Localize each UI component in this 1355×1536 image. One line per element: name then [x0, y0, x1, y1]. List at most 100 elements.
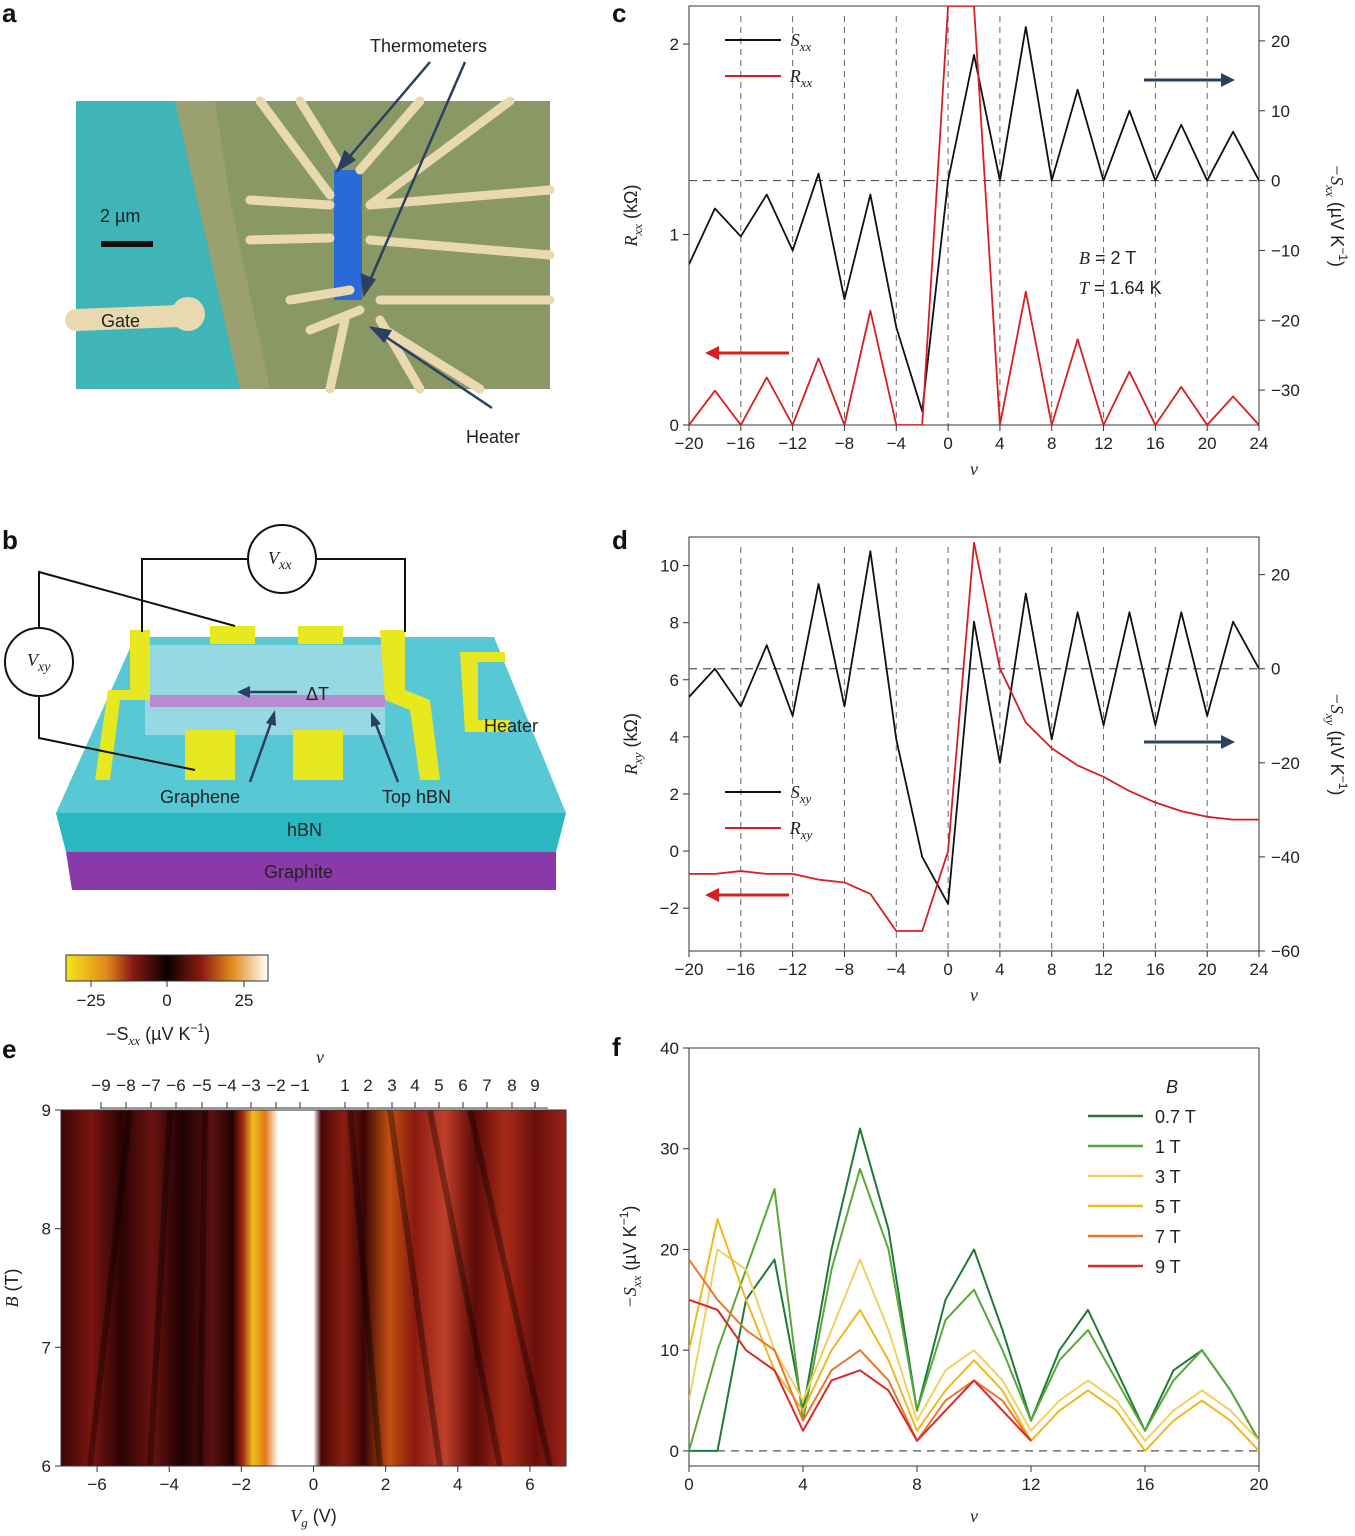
x-axis-label: ν [970, 459, 978, 479]
top-tick-label: −6 [166, 1076, 185, 1095]
legend-title: B [1166, 1077, 1178, 1097]
heatmap-e [60, 1109, 567, 1467]
colorbar-ticks [90, 981, 245, 987]
y-right-tick-label: 20 [1271, 566, 1290, 585]
x-tick-label: 20 [1250, 1475, 1269, 1494]
chart-c: −20 −16 −12 −8 −4 0 4 8 12 16 20 24012−30−20−100102… [621, 5, 1350, 479]
x-tick-label: 8 [1047, 434, 1056, 453]
left-axis-arrowhead [705, 346, 719, 360]
y-tick-label: 20 [660, 1240, 679, 1259]
y-left-tick-label: 1 [670, 226, 679, 245]
y-tick-label: 30 [660, 1140, 679, 1159]
x-tick-label: 12 [1094, 434, 1113, 453]
x-tick-label: −20 [675, 960, 704, 979]
x-tick-label: 0 [943, 434, 952, 453]
top-tick-label: −1 [290, 1076, 309, 1095]
panel-label-c: c [612, 0, 626, 28]
x-tick-label: −20 [675, 434, 704, 453]
annotation: T = 1.64 K [1079, 278, 1162, 298]
legend-label: Sxy [791, 782, 812, 806]
x-tick-label: 12 [1022, 1475, 1041, 1494]
pointer-arrows-a [335, 61, 493, 410]
plot-frame [688, 5, 1260, 426]
y-tick-label: 7 [42, 1338, 51, 1357]
scale-bar [101, 241, 153, 247]
top-tick-label: −5 [192, 1076, 211, 1095]
legend-label: Rxy [789, 818, 813, 842]
top-tick-label: 7 [482, 1076, 491, 1095]
thermometers-label: Thermometers [370, 36, 487, 56]
x-tick-label: −8 [835, 960, 854, 979]
series-line-1-T [689, 1167, 1259, 1452]
top-tick-label: 6 [458, 1076, 467, 1095]
x-tick-label: 24 [1250, 960, 1269, 979]
legend-label: 7 T [1155, 1227, 1181, 1247]
top-tick-label: 5 [434, 1076, 443, 1095]
y-right-tick-label: −20 [1271, 754, 1300, 773]
legend-label: 0.7 T [1155, 1107, 1196, 1127]
colorbar-label: −Sxx (µV K−1) [106, 1021, 210, 1048]
plot-frame [688, 1047, 1260, 1467]
series-line-9-T [689, 1298, 1032, 1442]
legend-label: 9 T [1155, 1257, 1181, 1277]
series-line-5-T [689, 1218, 1259, 1452]
x-tick-label: 6 [525, 1475, 534, 1494]
x-tick-label: −6 [87, 1475, 106, 1494]
x-axis-label: Vg (V) [290, 1506, 337, 1530]
top-tick-label: 4 [410, 1076, 419, 1095]
x-tick-label: 4 [995, 960, 1004, 979]
right-axis-arrowhead [1221, 73, 1235, 87]
chart-d: −20 −16 −12 −8 −4 0 4 8 12 16 20 24−20246810−60−40−… [621, 536, 1350, 1005]
y-tick-label: 9 [42, 1101, 51, 1120]
legend-label: 3 T [1155, 1167, 1181, 1187]
x-tick-label: 4 [995, 434, 1004, 453]
gate-label: Gate [101, 311, 140, 331]
x-tick-label: 12 [1094, 960, 1113, 979]
y-left-tick-label: 0 [670, 842, 679, 861]
top-tick-label: −2 [266, 1076, 285, 1095]
x-tick-label: 0 [309, 1475, 318, 1494]
scale-bar-label: 2 µm [100, 206, 140, 226]
series-line-rxy [689, 541, 1259, 932]
y-right-tick-label: 0 [1271, 660, 1280, 679]
y-right-tick-label: −60 [1271, 942, 1300, 961]
y-left-tick-label: 10 [660, 557, 679, 576]
axis-arrows [705, 735, 1235, 902]
top-tick-label: −7 [141, 1076, 160, 1095]
y-tick-label: 10 [660, 1341, 679, 1360]
left-axis-arrowhead [705, 888, 719, 902]
top-tick-label: −3 [241, 1076, 260, 1095]
hbn-label: hBN [287, 820, 322, 840]
y-left-tick-label: 8 [670, 614, 679, 633]
panel-label-e: e [2, 1034, 16, 1064]
x-axis-label: ν [970, 1506, 978, 1526]
x-axis-label: ν [970, 985, 978, 1005]
x-tick-label: 2 [381, 1475, 390, 1494]
top-hbn-label: Top hBN [382, 787, 451, 807]
y-tick-label: 40 [660, 1039, 679, 1058]
series-line-sxx [689, 26, 1259, 412]
y-left-tick-label: 2 [670, 785, 679, 804]
top-tick-label: −9 [91, 1076, 110, 1095]
colorbar-tick-1: 0 [162, 991, 171, 1010]
colorbar [65, 954, 269, 982]
panel-label-f: f [612, 1032, 621, 1062]
y-tick-label: 6 [42, 1457, 51, 1476]
top-axis-label: ν [316, 1047, 324, 1067]
y-left-tick-label: 4 [670, 728, 679, 747]
graphite-label: Graphite [264, 862, 333, 882]
chart-f: 0 4 8 12 16 20 0 10 20 30 40 ν −Sxx (µV K−1) B 0.7 T 1 … [617, 1039, 1268, 1526]
panel-label-b: b [2, 525, 18, 555]
colorbar-tick-2: 25 [235, 991, 254, 1010]
series-line-0_7-T [689, 1127, 1259, 1452]
x-tick-label: −12 [778, 960, 807, 979]
legend-label: 5 T [1155, 1197, 1181, 1217]
x-tick-label: 8 [912, 1475, 921, 1494]
y-right-tick-label: 0 [1271, 172, 1280, 191]
series-line-3-T [689, 1248, 1259, 1442]
graphene-label: Graphene [160, 787, 240, 807]
heater-label-a: Heater [466, 427, 520, 447]
top-tick-label: 3 [387, 1076, 396, 1095]
device-schematic [4, 524, 566, 890]
